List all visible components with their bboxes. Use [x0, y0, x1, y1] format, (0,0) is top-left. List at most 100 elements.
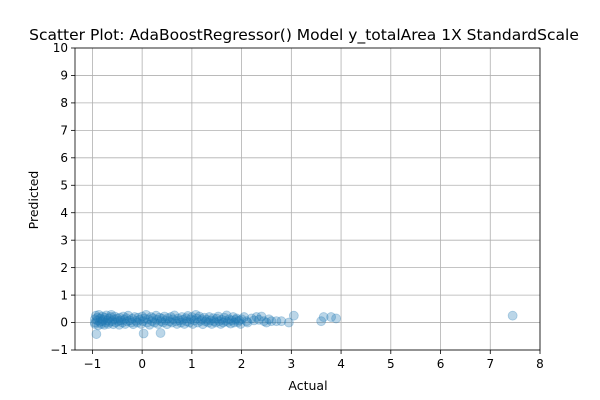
y-tick-label: 5	[60, 178, 68, 192]
data-point	[213, 311, 224, 322]
data-point	[276, 316, 287, 327]
data-point	[106, 309, 117, 320]
data-point	[93, 320, 104, 331]
data-point	[261, 317, 272, 328]
data-point	[146, 312, 156, 322]
data-point	[177, 312, 187, 322]
data-point	[134, 314, 145, 325]
data-point	[182, 311, 193, 321]
data-point	[230, 314, 241, 325]
y-tick: 4	[60, 206, 75, 220]
x-axis-label: Actual	[288, 378, 327, 393]
x-tick: 5	[387, 350, 395, 371]
data-point	[123, 310, 134, 321]
data-point	[235, 319, 246, 329]
x-tick: 3	[288, 350, 296, 371]
data-point	[197, 319, 208, 330]
y-tick-label: 4	[60, 206, 68, 220]
data-point	[119, 314, 130, 325]
data-point	[194, 311, 205, 322]
data-point	[316, 316, 327, 327]
data-point	[121, 313, 132, 324]
data-point	[114, 319, 125, 330]
y-tick-label: 2	[60, 261, 68, 275]
data-point	[249, 315, 259, 326]
data-point	[158, 317, 168, 328]
data-point	[114, 312, 125, 323]
data-point	[99, 312, 110, 323]
data-point	[108, 319, 119, 330]
y-tick: 5	[60, 178, 75, 192]
data-point	[229, 317, 240, 328]
data-point	[118, 311, 129, 322]
y-tick: 7	[60, 124, 75, 138]
data-point	[231, 313, 242, 324]
data-point	[155, 328, 166, 338]
data-point	[204, 312, 215, 322]
data-point	[507, 310, 518, 321]
x-tick-label: 3	[288, 357, 296, 371]
x-axis-ticks: −1 0 1 2 3 4 5 6 7 8	[84, 350, 544, 371]
x-tick-label: 7	[486, 357, 494, 371]
data-point	[149, 317, 160, 328]
data-point	[181, 313, 191, 324]
data-point	[141, 309, 152, 320]
x-tick: 0	[138, 350, 146, 371]
data-point	[122, 316, 133, 327]
data-point	[210, 317, 221, 328]
data-point	[326, 312, 337, 322]
data-point	[199, 312, 210, 323]
data-point	[190, 309, 201, 320]
data-point	[101, 310, 112, 321]
x-tick: 1	[188, 350, 196, 371]
data-point	[172, 319, 182, 329]
data-point	[151, 310, 161, 321]
data-point	[128, 319, 139, 330]
data-point	[178, 314, 188, 325]
data-point	[331, 313, 341, 324]
data-point	[215, 319, 226, 329]
data-point	[147, 316, 157, 327]
data-point	[136, 319, 147, 329]
data-point	[254, 314, 264, 325]
y-tick-label: 0	[60, 316, 68, 330]
data-point	[288, 310, 299, 321]
data-point	[173, 313, 183, 324]
x-tick: 8	[536, 350, 544, 371]
x-tick-label: 0	[138, 357, 146, 371]
data-point	[206, 319, 217, 329]
data-point	[144, 319, 155, 330]
data-point	[223, 317, 234, 327]
data-point	[228, 312, 239, 322]
data-point	[91, 329, 102, 339]
data-point	[216, 314, 227, 325]
x-tick-label: 1	[188, 357, 196, 371]
data-point	[142, 317, 153, 328]
data-point	[103, 319, 114, 329]
data-point	[264, 314, 274, 325]
y-tick: 0	[60, 316, 75, 330]
data-point	[148, 313, 158, 324]
plot-area-frame	[74, 47, 541, 351]
data-point	[208, 313, 219, 324]
x-tick-label: 2	[238, 357, 246, 371]
data-point	[195, 315, 206, 326]
data-point	[186, 312, 197, 322]
y-tick-label: 6	[60, 151, 68, 165]
data-point	[187, 319, 198, 329]
data-point	[191, 313, 202, 324]
data-point	[104, 317, 115, 327]
y-tick: 9	[60, 69, 75, 83]
y-tick: 2	[60, 261, 75, 275]
data-point	[225, 318, 236, 329]
data-point	[132, 317, 143, 328]
data-point	[174, 315, 185, 326]
data-point	[153, 319, 163, 329]
y-tick-label: 3	[60, 233, 68, 247]
x-tick-label: 8	[536, 357, 544, 371]
data-point	[169, 310, 180, 321]
data-point	[93, 309, 104, 320]
data-point	[96, 319, 107, 329]
data-point	[283, 317, 294, 328]
